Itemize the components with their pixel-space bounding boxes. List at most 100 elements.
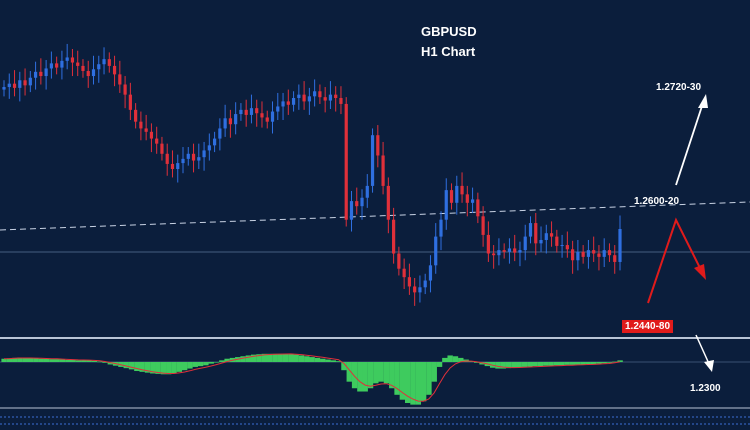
macd-bar xyxy=(261,353,268,362)
forecast-arrow-red xyxy=(647,217,706,304)
macd-bar xyxy=(617,360,623,362)
macd-bar xyxy=(394,362,400,395)
candle xyxy=(555,229,559,253)
candle xyxy=(365,174,369,208)
macd-bar xyxy=(12,357,18,362)
macd-bar xyxy=(447,355,453,362)
candle xyxy=(218,118,222,151)
candle xyxy=(418,275,422,303)
macd-bar xyxy=(208,362,214,364)
chart-subtitle: H1 Chart xyxy=(421,44,476,59)
macd-bar xyxy=(558,362,565,366)
macd-bar xyxy=(431,362,437,382)
candle xyxy=(28,70,32,93)
candle xyxy=(244,99,248,127)
candle xyxy=(202,141,206,171)
candle xyxy=(134,103,138,129)
macd-bar xyxy=(606,362,613,363)
macd-bar xyxy=(511,362,517,368)
candle xyxy=(207,133,211,161)
macd-bar xyxy=(548,362,554,366)
candle xyxy=(307,87,311,115)
candle xyxy=(465,185,469,217)
candle xyxy=(55,56,59,75)
candle xyxy=(449,183,454,210)
candle xyxy=(534,212,538,256)
candle xyxy=(107,52,111,73)
macd-bar xyxy=(415,362,422,405)
candle xyxy=(249,94,254,124)
macd-bar xyxy=(346,362,352,382)
candle xyxy=(260,101,264,128)
macd-bar xyxy=(351,362,358,389)
macd-bar xyxy=(596,362,602,364)
macd-bar xyxy=(59,359,66,362)
candle xyxy=(313,79,317,107)
candle xyxy=(60,50,64,80)
candle xyxy=(397,246,401,276)
candle xyxy=(12,70,17,97)
candle xyxy=(128,82,132,120)
macd-bar xyxy=(6,358,13,362)
candle xyxy=(549,221,554,247)
candle xyxy=(460,172,464,203)
candle xyxy=(334,86,338,112)
candle xyxy=(160,136,164,161)
macd-bar xyxy=(81,360,87,362)
candle xyxy=(592,236,596,262)
level-label-top: 1.2720-30 xyxy=(656,82,702,93)
macd-bar xyxy=(224,358,230,362)
candle xyxy=(502,243,506,259)
candle xyxy=(255,99,259,127)
candle xyxy=(65,43,69,70)
candle xyxy=(223,104,227,137)
macd-bar xyxy=(70,359,76,362)
candle xyxy=(470,187,475,213)
macd-bar xyxy=(532,362,538,367)
macd-bar xyxy=(367,362,374,389)
candle xyxy=(76,50,80,77)
candle xyxy=(344,97,348,227)
candle xyxy=(239,103,243,121)
macd-bar xyxy=(75,360,82,362)
candle xyxy=(523,224,527,261)
candle xyxy=(228,109,232,138)
candle xyxy=(481,206,485,247)
macd-bar xyxy=(187,362,193,369)
candle xyxy=(586,239,591,269)
candle xyxy=(186,147,190,166)
macd-signal-line xyxy=(3,353,621,402)
candle xyxy=(376,125,380,168)
macd-bar xyxy=(458,357,464,362)
macd-bar xyxy=(96,361,103,363)
candle xyxy=(513,234,517,262)
candle xyxy=(265,110,269,129)
candle xyxy=(323,87,327,113)
macd-bar xyxy=(373,362,379,384)
candle xyxy=(33,61,38,90)
candle xyxy=(392,207,396,264)
candle xyxy=(476,192,480,224)
macd-bar xyxy=(128,362,135,370)
macd-bar xyxy=(49,359,55,362)
candle xyxy=(44,59,48,90)
macd-bar xyxy=(150,362,156,374)
macd-bar xyxy=(500,362,506,369)
candle xyxy=(86,60,90,88)
candle xyxy=(407,263,412,295)
candle xyxy=(123,76,127,109)
macd-bar xyxy=(91,360,98,362)
macd-bar xyxy=(27,357,34,362)
candle xyxy=(149,123,154,153)
macd-bar xyxy=(139,362,145,372)
candle xyxy=(507,238,512,264)
macd-bar xyxy=(123,362,129,369)
macd-bar xyxy=(399,362,406,400)
macd-bar xyxy=(266,353,273,362)
macd-bar xyxy=(144,362,151,373)
macd-bar xyxy=(245,355,252,362)
macd-bar xyxy=(166,362,172,375)
candle xyxy=(170,150,175,178)
macd-bar xyxy=(134,362,140,372)
macd-bar xyxy=(362,362,368,392)
